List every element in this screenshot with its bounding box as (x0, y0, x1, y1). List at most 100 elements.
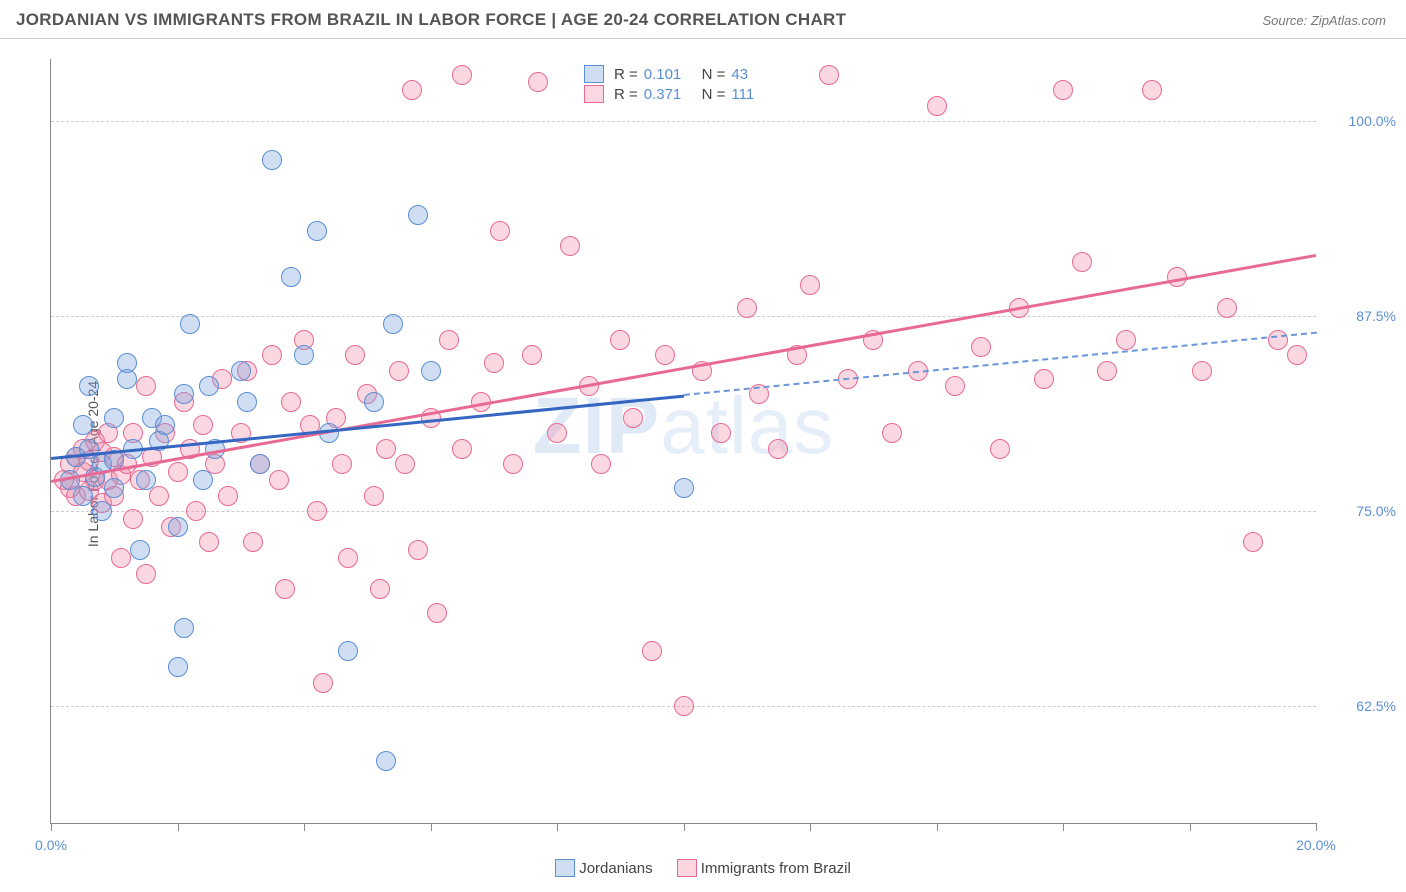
x-tick (810, 823, 811, 831)
data-point (332, 454, 352, 474)
data-point (674, 696, 694, 716)
gridline (51, 121, 1316, 122)
y-tick-label: 75.0% (1356, 503, 1396, 519)
swatch-brazil-bottom (677, 859, 697, 877)
data-point (591, 454, 611, 474)
data-point (294, 345, 314, 365)
data-point (1142, 80, 1162, 100)
source-attribution: Source: ZipAtlas.com (1262, 13, 1386, 28)
swatch-brazil (584, 85, 604, 103)
data-point (307, 501, 327, 521)
data-point (155, 415, 175, 435)
data-point (193, 415, 213, 435)
data-point (408, 205, 428, 225)
bottom-legend: Jordanians Immigrants from Brazil (0, 859, 1406, 881)
swatch-jordanians (584, 65, 604, 83)
data-point (1268, 330, 1288, 350)
title-bar: JORDANIAN VS IMMIGRANTS FROM BRAZIL IN L… (0, 0, 1406, 39)
legend-stats-row-2: R = 0.371 N = 111 (584, 85, 754, 103)
gridline (51, 511, 1316, 512)
data-point (971, 337, 991, 357)
data-point (623, 408, 643, 428)
data-point (73, 415, 93, 435)
data-point (376, 751, 396, 771)
data-point (655, 345, 675, 365)
data-point (674, 478, 694, 498)
data-point (136, 376, 156, 396)
data-point (1287, 345, 1307, 365)
data-point (193, 470, 213, 490)
data-point (231, 361, 251, 381)
data-point (364, 486, 384, 506)
x-tick-label: 0.0% (35, 837, 67, 853)
data-point (711, 423, 731, 443)
trend-line (683, 332, 1316, 396)
data-point (117, 353, 137, 373)
data-point (522, 345, 542, 365)
data-point (395, 454, 415, 474)
data-point (389, 361, 409, 381)
data-point (1053, 80, 1073, 100)
gridline (51, 316, 1316, 317)
data-point (275, 579, 295, 599)
x-tick (1316, 823, 1317, 831)
data-point (768, 439, 788, 459)
y-tick-label: 100.0% (1349, 113, 1396, 129)
data-point (800, 275, 820, 295)
x-tick (178, 823, 179, 831)
data-point (421, 361, 441, 381)
data-point (345, 345, 365, 365)
data-point (243, 532, 263, 552)
chart-container: In Labor Force | Age 20-24 ZIPatlas R = … (0, 39, 1406, 889)
data-point (819, 65, 839, 85)
plot-area: ZIPatlas R = 0.101 N = 43 R = 0.371 N = … (50, 59, 1316, 824)
data-point (642, 641, 662, 661)
data-point (408, 540, 428, 560)
data-point (104, 478, 124, 498)
swatch-jordanians-bottom (555, 859, 575, 877)
data-point (313, 673, 333, 693)
data-point (737, 298, 757, 318)
data-point (168, 657, 188, 677)
data-point (484, 353, 504, 373)
data-point (427, 603, 447, 623)
data-point (281, 392, 301, 412)
data-point (560, 236, 580, 256)
data-point (882, 423, 902, 443)
data-point (111, 548, 131, 568)
data-point (168, 517, 188, 537)
legend-item-jordanians: Jordanians (555, 859, 652, 877)
data-point (73, 486, 93, 506)
data-point (92, 501, 112, 521)
data-point (945, 376, 965, 396)
data-point (199, 376, 219, 396)
data-point (281, 267, 301, 287)
legend-stats-box: R = 0.101 N = 43 R = 0.371 N = 111 (576, 59, 762, 109)
x-tick (937, 823, 938, 831)
data-point (136, 470, 156, 490)
data-point (610, 330, 630, 350)
data-point (370, 579, 390, 599)
data-point (218, 486, 238, 506)
data-point (237, 392, 257, 412)
data-point (1217, 298, 1237, 318)
data-point (547, 423, 567, 443)
y-tick-label: 62.5% (1356, 698, 1396, 714)
x-tick-label: 20.0% (1296, 837, 1336, 853)
x-tick (557, 823, 558, 831)
chart-title: JORDANIAN VS IMMIGRANTS FROM BRAZIL IN L… (16, 10, 846, 30)
data-point (149, 486, 169, 506)
data-point (490, 221, 510, 241)
data-point (79, 376, 99, 396)
x-tick (684, 823, 685, 831)
x-tick (431, 823, 432, 831)
data-point (262, 150, 282, 170)
data-point (180, 314, 200, 334)
data-point (307, 221, 327, 241)
data-point (1034, 369, 1054, 389)
data-point (927, 96, 947, 116)
data-point (104, 408, 124, 428)
x-tick (51, 823, 52, 831)
data-point (1243, 532, 1263, 552)
data-point (1192, 361, 1212, 381)
